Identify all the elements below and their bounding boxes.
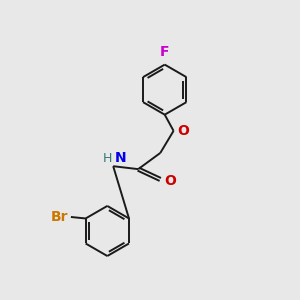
Text: Br: Br — [51, 210, 69, 224]
Text: H: H — [103, 152, 112, 165]
Text: N: N — [114, 151, 126, 165]
Text: O: O — [165, 174, 177, 188]
Text: F: F — [160, 45, 169, 59]
Text: O: O — [177, 124, 189, 138]
